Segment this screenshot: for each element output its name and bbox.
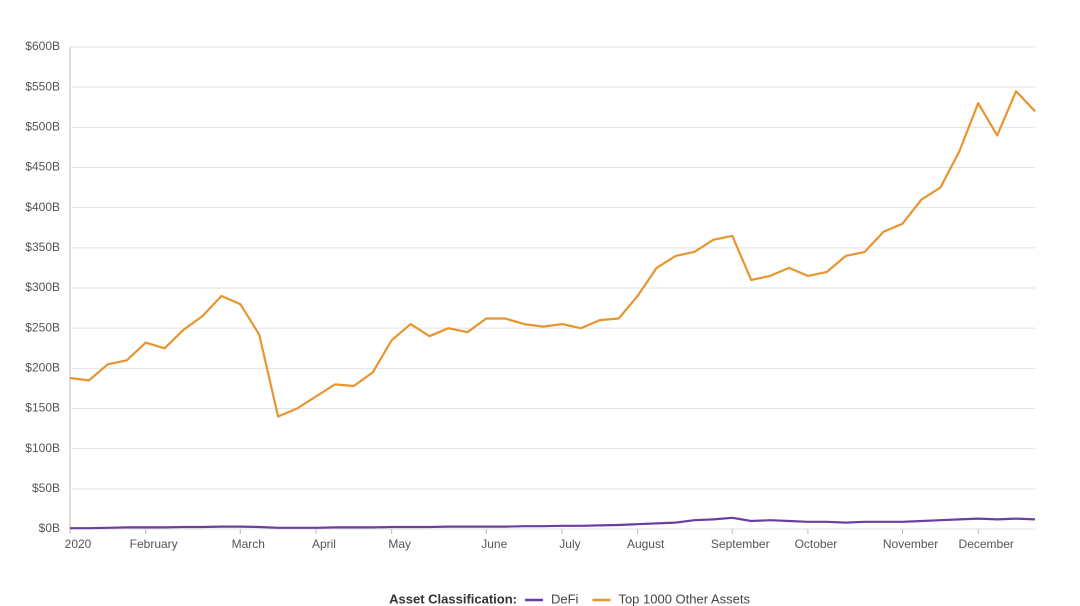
x-tick-label: April: [312, 537, 336, 551]
legend: Asset Classification: DeFi Top 1000 Other…: [389, 591, 750, 606]
y-tick-label: $0B: [39, 521, 60, 535]
y-tick-label: $350B: [25, 240, 60, 254]
legend-label: Top 1000 Other Assets: [618, 591, 750, 606]
y-tick-label: $500B: [25, 120, 60, 134]
y-tick-label: $250B: [25, 320, 60, 334]
y-tick-label: $450B: [25, 160, 60, 174]
x-tick-label: May: [388, 537, 411, 551]
x-tick-label: July: [559, 537, 580, 551]
x-tick-label: August: [627, 537, 665, 551]
line-series: [69, 90, 1036, 418]
x-tick-label: October: [795, 537, 838, 551]
line-series: [70, 516, 1036, 530]
x-tick-label: June: [481, 537, 507, 551]
x-tick-label: December: [959, 537, 1014, 551]
x-tick-label: February: [130, 537, 178, 551]
y-tick-label: $300B: [25, 280, 60, 294]
x-tick-label: March: [232, 537, 265, 551]
legend-label: DeFi: [551, 591, 579, 606]
x-tick-label: November: [883, 537, 938, 551]
y-tick-label: $550B: [25, 79, 60, 93]
y-tick-label: $150B: [25, 401, 60, 415]
y-tick-label: $400B: [25, 200, 60, 214]
y-tick-label: $100B: [25, 441, 60, 455]
legend-title: Asset Classification:: [389, 591, 517, 606]
x-tick-label: 2020: [65, 537, 92, 551]
y-tick-label: $50B: [32, 481, 60, 495]
y-tick-label: $600B: [25, 39, 60, 53]
x-tick-label: September: [711, 537, 770, 551]
y-tick-label: $200B: [25, 361, 60, 375]
